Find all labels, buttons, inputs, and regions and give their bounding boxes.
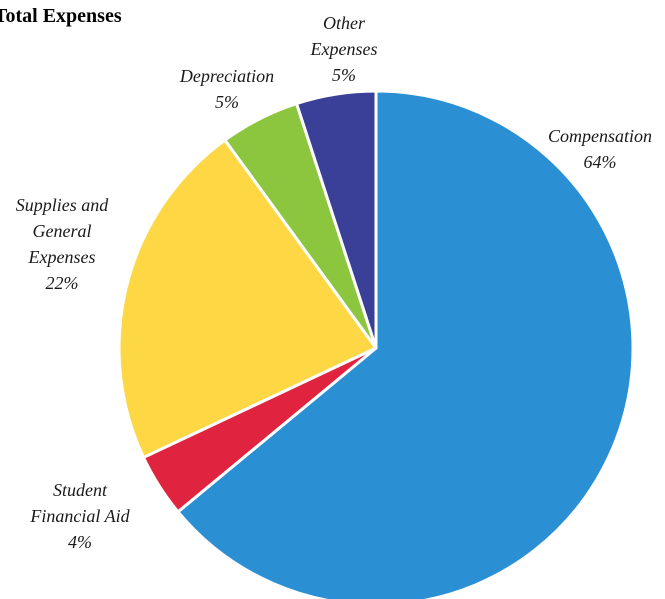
pie-labels: Compensation 64% Student Financial Aid 4% Sup…	[16, 13, 652, 552]
pie-slice-compensation	[176, 89, 635, 599]
slice-label-supplies-and-general-expenses: Supplies and General Expenses 22%	[16, 195, 109, 293]
slice-label-student-financial-aid: Student Financial Aid 4%	[29, 480, 130, 552]
pie-slices	[117, 89, 635, 599]
slice-label-other-expenses: Other Expenses 5%	[310, 13, 378, 85]
pie-slice-supplies-and-general-expenses	[117, 138, 378, 459]
slice-label-compensation: Compensation 64%	[548, 126, 652, 172]
chart-title: Total Expenses	[0, 5, 122, 27]
pie-slice-other-expenses	[295, 89, 378, 350]
slice-label-depreciation: Depreciation 5%	[179, 66, 274, 112]
